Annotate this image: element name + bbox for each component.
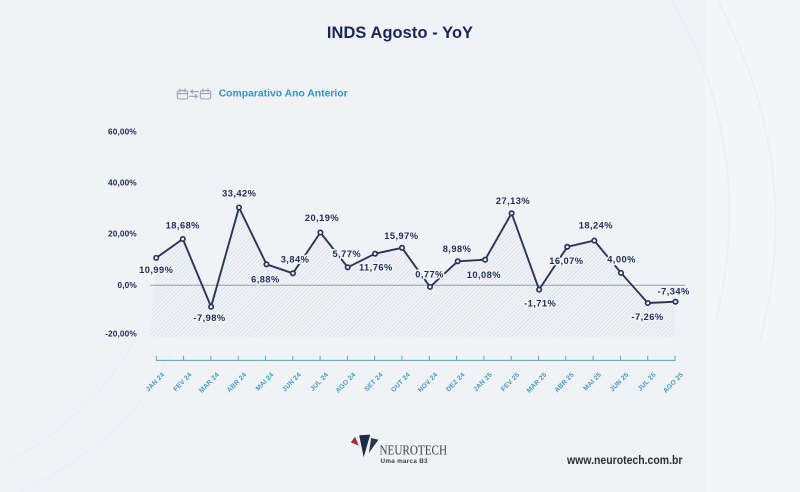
svg-text:4,00%: 4,00% [607, 254, 636, 264]
svg-text:-7,26%: -7,26% [631, 312, 663, 322]
svg-text:6,88%: 6,88% [251, 275, 280, 285]
svg-text:60,00%: 60,00% [108, 126, 137, 136]
svg-text:-1,71%: -1,71% [524, 298, 556, 308]
svg-text:18,24%: 18,24% [579, 220, 614, 230]
svg-text:0,77%: 0,77% [415, 270, 444, 280]
svg-text:INDS Agosto - YoY: INDS Agosto - YoY [327, 24, 473, 42]
svg-text:Comparativo Ano Anterior: Comparativo Ano Anterior [219, 89, 348, 100]
svg-text:Uma marca B3: Uma marca B3 [381, 458, 429, 465]
svg-text:20,00%: 20,00% [108, 229, 137, 239]
svg-text:18,68%: 18,68% [166, 220, 201, 230]
svg-text:33,42%: 33,42% [222, 189, 257, 199]
svg-text:-7,34%: -7,34% [658, 287, 690, 297]
svg-text:0,0%: 0,0% [117, 280, 137, 290]
svg-text:40,00%: 40,00% [108, 178, 137, 188]
svg-text:-7,98%: -7,98% [193, 313, 225, 323]
svg-text:3,84%: 3,84% [281, 254, 310, 264]
svg-text:20,19%: 20,19% [305, 213, 340, 223]
svg-text:5,77%: 5,77% [332, 249, 361, 259]
svg-text:27,13%: 27,13% [496, 196, 531, 206]
svg-text:-20,00%: -20,00% [105, 329, 137, 339]
svg-text:11,76%: 11,76% [359, 263, 393, 273]
svg-text:10,08%: 10,08% [467, 270, 502, 280]
svg-text:www.neurotech.com.br: www.neurotech.com.br [566, 453, 683, 467]
svg-text:8,98%: 8,98% [443, 244, 472, 254]
svg-text:15,97%: 15,97% [384, 231, 419, 241]
svg-text:16,07%: 16,07% [549, 256, 584, 266]
svg-text:NEUROTECH: NEUROTECH [380, 443, 448, 458]
svg-text:10,99%: 10,99% [139, 265, 174, 275]
